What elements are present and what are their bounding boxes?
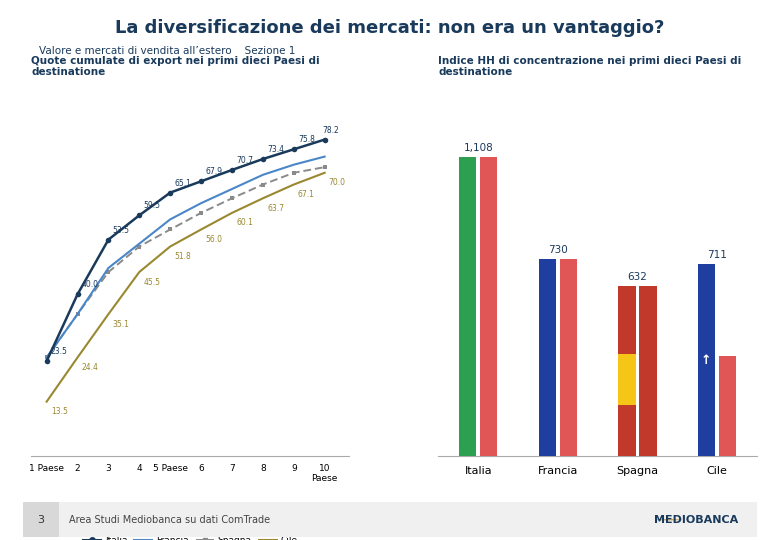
Text: 78.2: 78.2 <box>322 126 339 134</box>
Text: 51.8: 51.8 <box>175 252 191 261</box>
Text: 40.0: 40.0 <box>82 280 99 289</box>
Bar <box>459 157 477 456</box>
Text: 56.0: 56.0 <box>205 235 222 244</box>
Bar <box>718 356 736 456</box>
Legend: Italia, Francia, Spagna, Cile: Italia, Francia, Spagna, Cile <box>80 532 301 540</box>
Text: MEDIOBANCA: MEDIOBANCA <box>654 515 738 525</box>
Text: 60.1: 60.1 <box>236 218 253 227</box>
Text: Valore e mercati di vendita all’estero    Sezione 1: Valore e mercati di vendita all’estero S… <box>39 46 296 56</box>
Text: La diversificazione dei mercati: non era un vantaggio?: La diversificazione dei mercati: non era… <box>115 19 665 37</box>
Text: 75.8: 75.8 <box>298 136 315 144</box>
Text: Indice HH di concentrazione nei primi dieci Paesi di
destinatione: Indice HH di concentrazione nei primi di… <box>438 56 742 77</box>
Text: 632: 632 <box>627 272 647 282</box>
Bar <box>639 286 657 456</box>
Text: ↑: ↑ <box>701 354 711 367</box>
Text: 24.4: 24.4 <box>82 363 98 372</box>
Text: 59.5: 59.5 <box>144 201 161 211</box>
Text: 1,108: 1,108 <box>463 143 493 153</box>
Circle shape <box>655 519 682 521</box>
Text: 65.1: 65.1 <box>175 179 191 188</box>
Bar <box>23 502 58 537</box>
Text: Area Studi Mediobanca su dati ComTrade: Area Studi Mediobanca su dati ComTrade <box>69 515 270 525</box>
Text: 13.5: 13.5 <box>51 407 68 416</box>
Text: 35.1: 35.1 <box>112 320 129 329</box>
Bar <box>618 286 636 456</box>
Bar <box>480 157 498 456</box>
Text: 67.9: 67.9 <box>205 167 222 177</box>
Text: 730: 730 <box>548 245 568 255</box>
Text: 73.4: 73.4 <box>267 145 284 154</box>
Bar <box>697 264 715 456</box>
Text: 45.5: 45.5 <box>144 278 161 287</box>
Text: 711: 711 <box>707 250 727 260</box>
Bar <box>538 259 556 456</box>
Bar <box>618 354 636 405</box>
Text: 67.1: 67.1 <box>298 190 315 199</box>
Text: 70.0: 70.0 <box>329 178 346 187</box>
Text: 3: 3 <box>37 515 44 525</box>
Text: 23.5: 23.5 <box>51 347 68 356</box>
Bar <box>559 259 577 456</box>
Text: Quote cumulate di export nei primi dieci Paesi di
destinatione: Quote cumulate di export nei primi dieci… <box>31 56 320 77</box>
Text: 70.7: 70.7 <box>236 156 254 165</box>
Text: 63.7: 63.7 <box>267 204 284 213</box>
Text: 53.5: 53.5 <box>112 226 129 235</box>
